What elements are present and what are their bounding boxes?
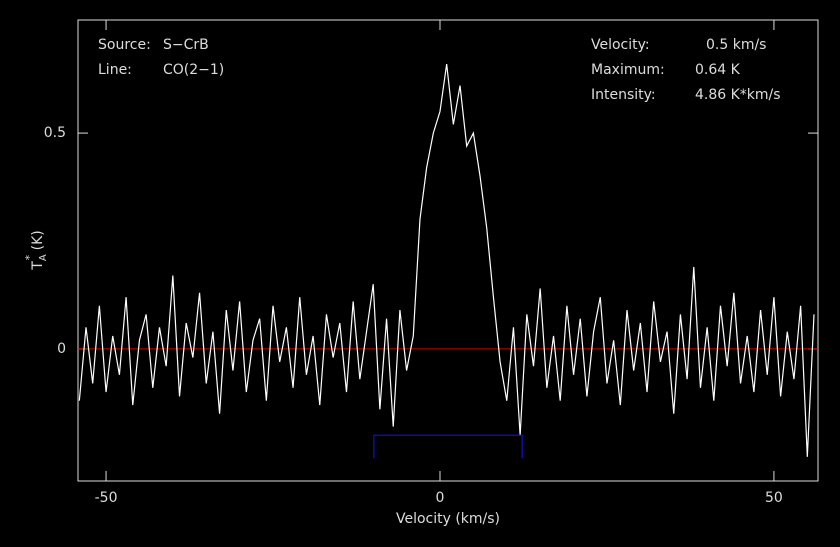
- info-label: Line:: [98, 62, 132, 78]
- info-label: Maximum:: [591, 62, 665, 78]
- x-axis-label: Velocity (km/s): [396, 511, 500, 527]
- spectrum-line: [78, 63, 815, 457]
- y-label-sub: A: [38, 254, 49, 261]
- plot-frame: [77, 19, 819, 482]
- y-axis-label: TA* (K): [23, 230, 49, 270]
- x-tick-label: -50: [95, 490, 118, 506]
- info-value: CO(2−1): [163, 62, 224, 78]
- x-tick-label: 0: [436, 490, 445, 506]
- x-tick-label: 50: [765, 490, 783, 506]
- info-value: 0.5 km/s: [706, 37, 766, 53]
- info-label: Source:: [98, 37, 151, 53]
- y-label-sup: *: [23, 254, 36, 260]
- info-label: Intensity:: [591, 87, 656, 103]
- y-tick-label: 0.5: [44, 125, 66, 141]
- window-bracket: [373, 434, 523, 459]
- y-label-unit: (K): [30, 230, 46, 255]
- y-label-main: T: [30, 261, 46, 271]
- info-label: Velocity:: [591, 37, 650, 53]
- info-value: S−CrB: [163, 37, 209, 53]
- info-value: 4.86 K*km/s: [695, 87, 781, 103]
- y-tick-label: 0: [57, 341, 66, 357]
- info-value: 0.64 K: [695, 62, 741, 78]
